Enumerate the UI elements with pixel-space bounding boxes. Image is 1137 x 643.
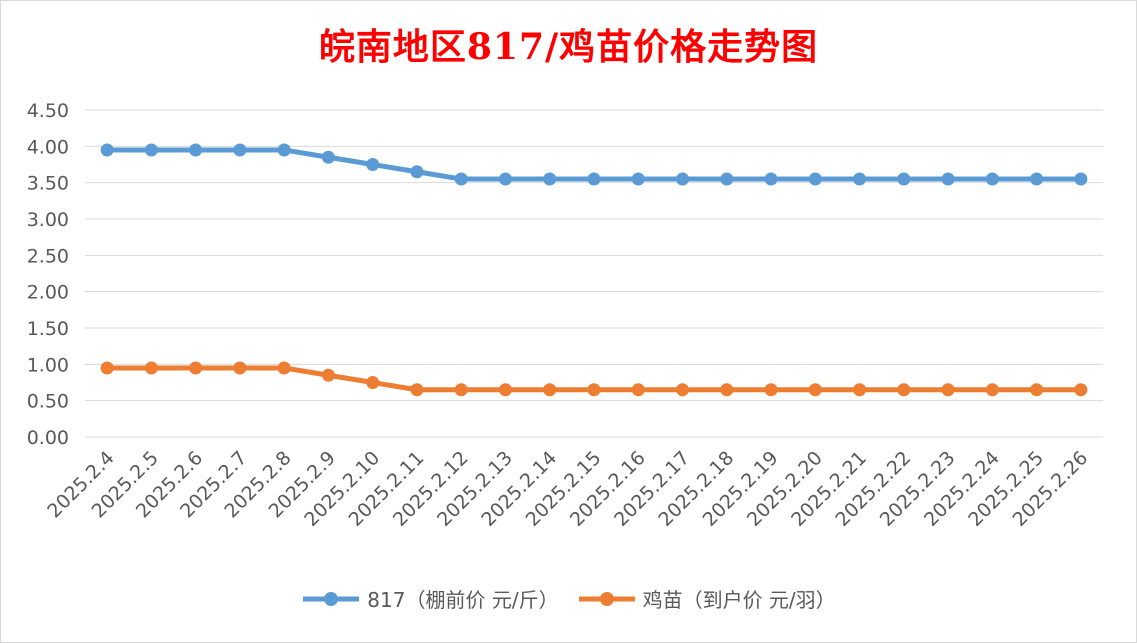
data-point — [808, 172, 822, 186]
y-tick-label: 3.50 — [27, 173, 69, 195]
data-point — [985, 383, 999, 397]
data-point — [144, 361, 158, 375]
data-point — [454, 172, 468, 186]
data-point — [543, 172, 557, 186]
data-point — [410, 383, 424, 397]
data-point — [941, 383, 955, 397]
legend-swatch-marker — [324, 591, 339, 606]
data-point — [853, 383, 867, 397]
data-point — [100, 361, 114, 375]
data-point — [720, 383, 734, 397]
data-point — [189, 361, 203, 375]
data-point — [543, 383, 557, 397]
data-point — [941, 172, 955, 186]
legend-swatch-marker — [599, 591, 614, 606]
data-point — [985, 172, 999, 186]
data-point — [631, 172, 645, 186]
data-point — [764, 172, 778, 186]
y-tick-label: 2.00 — [27, 282, 69, 304]
data-point — [897, 383, 911, 397]
legend-label: 817（棚前价 元/斤） — [367, 588, 559, 612]
data-point — [233, 361, 247, 375]
data-point — [321, 150, 335, 164]
data-point — [498, 383, 512, 397]
data-point — [720, 172, 734, 186]
y-tick-label: 4.50 — [27, 100, 69, 122]
data-point — [587, 383, 601, 397]
data-point — [808, 383, 822, 397]
data-point — [676, 383, 690, 397]
data-point — [1030, 383, 1044, 397]
data-point — [233, 143, 247, 157]
legend-swatch — [303, 591, 360, 606]
chart-title: 皖南地区817/鸡苗价格走势图 — [318, 26, 819, 68]
data-point — [631, 383, 645, 397]
chart-legend: 817（棚前价 元/斤） 鸡苗（到户价 元/羽） — [0, 584, 1137, 613]
legend-item: 817（棚前价 元/斤） — [301, 584, 559, 613]
legend-item: 鸡苗（到户价 元/羽） — [577, 584, 836, 613]
data-point — [321, 368, 335, 382]
data-point — [853, 172, 867, 186]
legend-label: 鸡苗（到户价 元/羽） — [642, 588, 836, 612]
data-point — [587, 172, 601, 186]
data-point — [410, 165, 424, 179]
y-tick-label: 4.00 — [27, 136, 69, 158]
data-point — [366, 376, 380, 389]
data-point — [454, 383, 468, 397]
y-tick-label: 1.50 — [27, 318, 69, 340]
data-point — [189, 143, 203, 157]
y-tick-label: 0.50 — [27, 391, 69, 413]
data-point — [676, 172, 690, 186]
y-tick-label: 3.00 — [27, 209, 69, 231]
data-point — [366, 158, 380, 171]
data-point — [277, 361, 291, 375]
data-point — [1030, 172, 1044, 186]
y-tick-label: 2.50 — [27, 245, 69, 267]
data-point — [1074, 172, 1088, 186]
data-point — [897, 172, 911, 186]
y-tick-label: 0.00 — [27, 427, 69, 449]
data-point — [100, 143, 114, 157]
y-tick-label: 1.00 — [27, 354, 69, 376]
data-point — [1074, 383, 1088, 397]
data-point — [277, 143, 291, 157]
data-point — [498, 172, 512, 186]
data-point — [144, 143, 158, 157]
legend-swatch — [578, 591, 635, 606]
data-point — [764, 383, 778, 397]
